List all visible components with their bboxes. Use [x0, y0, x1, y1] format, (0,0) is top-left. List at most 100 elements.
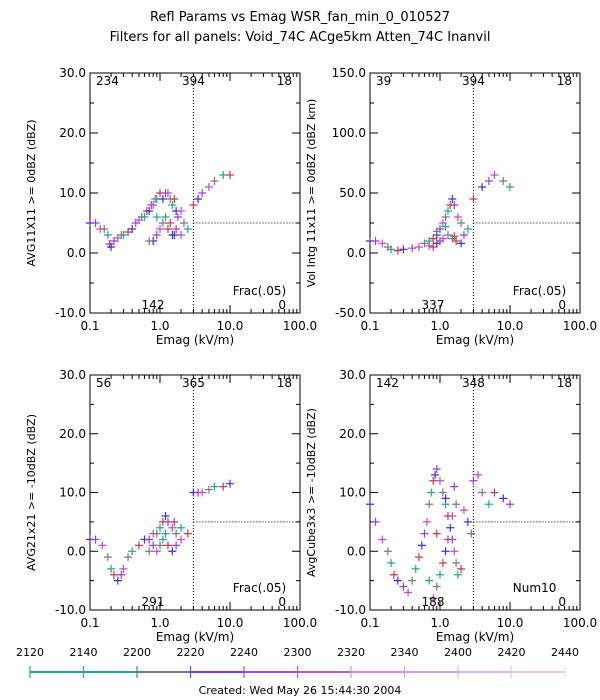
data-point-marker [499, 177, 508, 185]
data-point-marker [161, 213, 170, 221]
data-point-marker [387, 245, 396, 254]
data-point-marker [393, 576, 402, 585]
data-point-marker [183, 225, 192, 233]
data-point-marker [161, 512, 170, 520]
data-point-marker [484, 500, 493, 509]
data-point-marker [420, 529, 429, 538]
data-point-marker [463, 517, 472, 526]
y-tick-label: 30.0 [339, 368, 366, 382]
data-point-marker [152, 529, 161, 538]
data-point-marker [179, 219, 188, 227]
x-tick-label: 100.0 [563, 616, 597, 630]
y-tick-label: 20.0 [339, 427, 366, 441]
data-point-marker [443, 231, 452, 239]
count-bottom-left: 188 [422, 595, 445, 609]
data-point-marker [450, 232, 459, 241]
x-tick-label: 100.0 [563, 319, 597, 333]
data-point-marker [490, 171, 499, 179]
data-point-marker [226, 479, 234, 488]
data-point-marker [399, 582, 408, 591]
data-point-marker [163, 541, 172, 550]
data-point-marker [429, 234, 438, 243]
y-tick-label: 10.0 [339, 486, 366, 500]
y-axis-label: AVG11X11 >= 0dBZ (dBZ) [25, 119, 38, 266]
count-top-left: 56 [96, 376, 111, 390]
count-top-right: 18 [277, 376, 292, 390]
data-point-marker [427, 488, 436, 497]
data-point-marker [446, 523, 455, 532]
y-tick-label: -10.0 [55, 603, 86, 617]
data-point-marker [389, 570, 398, 579]
y-tick-label: 30.0 [59, 368, 86, 382]
data-point-marker [91, 535, 100, 544]
data-point-marker [469, 195, 478, 203]
data-point-marker [432, 227, 441, 236]
data-point-marker [448, 512, 457, 520]
panel-frame [369, 374, 581, 611]
data-point-marker [438, 234, 447, 243]
data-point-marker [177, 535, 186, 544]
data-point-marker [432, 582, 441, 591]
count-top-left: 142 [376, 376, 399, 390]
data-point-marker [457, 219, 466, 227]
data-point-marker [429, 476, 438, 485]
data-point-marker [145, 237, 154, 245]
count-bottom-left: 337 [422, 298, 445, 312]
data-point-marker [152, 231, 161, 239]
x-tick-label: 10.0 [217, 319, 244, 333]
data-point-marker [450, 201, 459, 209]
data-point-marker [366, 500, 374, 509]
data-point-marker [124, 553, 133, 562]
data-point-marker [177, 231, 186, 239]
panel-annotation: Frac(.05) [233, 581, 286, 595]
colorbar-label: 2300 [284, 646, 312, 659]
colorbar-label: 2340 [391, 646, 419, 659]
data-point-marker [163, 225, 172, 233]
data-point-marker [204, 485, 213, 494]
data-point-marker [414, 553, 423, 562]
count-bottom-left: 142 [142, 298, 165, 312]
data-point-marker [438, 559, 447, 567]
count-top-left: 39 [376, 74, 391, 88]
colorbar-label: 2120 [16, 646, 44, 659]
y-tick-label: 10.0 [59, 486, 86, 500]
y-axis-label: Vol Intg 11x11 >= 0dBZ (dBZ km) [305, 99, 318, 288]
data-point-marker [452, 559, 461, 567]
data-point-marker [414, 243, 423, 251]
data-point-marker [119, 564, 128, 573]
data-point-marker [441, 547, 450, 556]
data-point-marker [417, 541, 426, 550]
data-point-marker [128, 547, 137, 556]
data-point-marker [103, 231, 112, 239]
data-point-marker [91, 219, 100, 227]
data-point-marker [98, 541, 107, 550]
data-point-marker [429, 594, 438, 603]
data-point-marker [420, 239, 429, 248]
count-bottom-right: 0 [558, 595, 566, 609]
data-point-marker [404, 588, 413, 597]
colorbar-label: 2420 [498, 646, 526, 659]
data-point-marker [158, 219, 167, 227]
data-point-marker [134, 541, 143, 550]
data-point-marker [441, 222, 450, 231]
data-point-marker [457, 239, 466, 248]
panel-annotation: Frac(.05) [233, 284, 286, 298]
data-point-marker [469, 476, 478, 485]
x-tick-label: 1.0 [150, 616, 169, 630]
data-point-marker [161, 529, 170, 538]
data-point-marker [463, 225, 472, 233]
colorbar-label: 2440 [551, 646, 579, 659]
data-point-marker [158, 535, 167, 544]
data-point-marker [399, 245, 408, 254]
y-tick-label: 20.0 [59, 427, 86, 441]
data-point-marker [166, 219, 175, 227]
y-tick-label: 20.0 [59, 126, 86, 140]
y-tick-label: 0.0 [347, 544, 366, 558]
count-top-right: 18 [557, 376, 572, 390]
colorbar-label: 2320 [337, 646, 365, 659]
chart-subtitle: Filters for all panels: Void_74C ACge5km… [109, 30, 491, 45]
colorbar-label: 2240 [230, 646, 258, 659]
data-point-marker [107, 243, 116, 251]
x-axis-label: Emag (kV/m) [156, 630, 234, 644]
